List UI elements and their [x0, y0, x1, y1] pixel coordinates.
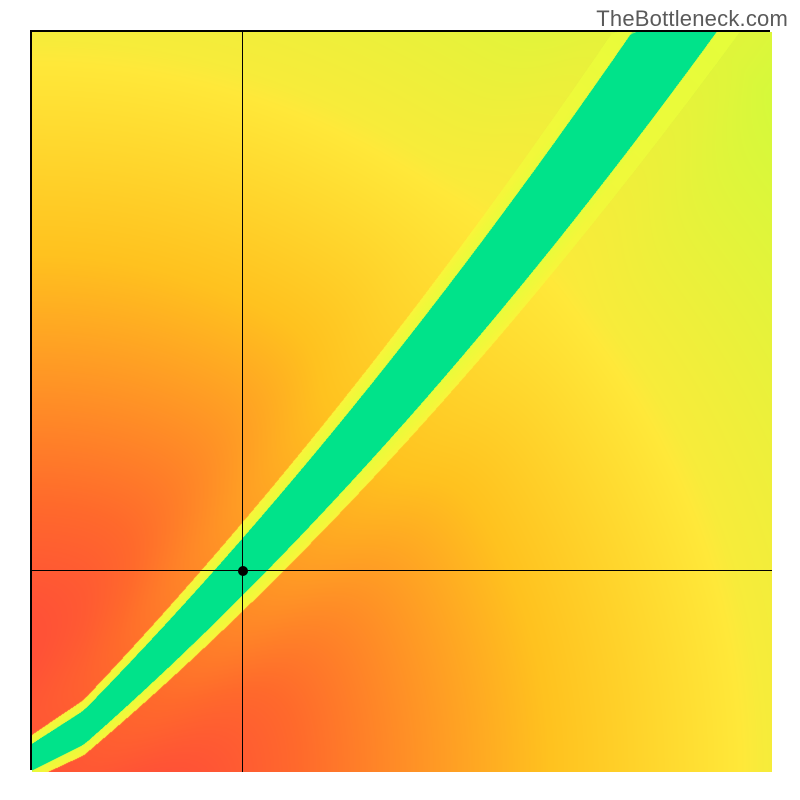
crosshair-point [238, 566, 248, 576]
plot-frame [30, 30, 770, 770]
root-container: TheBottleneck.com [0, 0, 800, 800]
crosshair-horizontal [32, 570, 772, 571]
crosshair-vertical [242, 32, 243, 772]
watermark-text: TheBottleneck.com [596, 6, 788, 32]
diagonal-band-svg [32, 32, 772, 772]
